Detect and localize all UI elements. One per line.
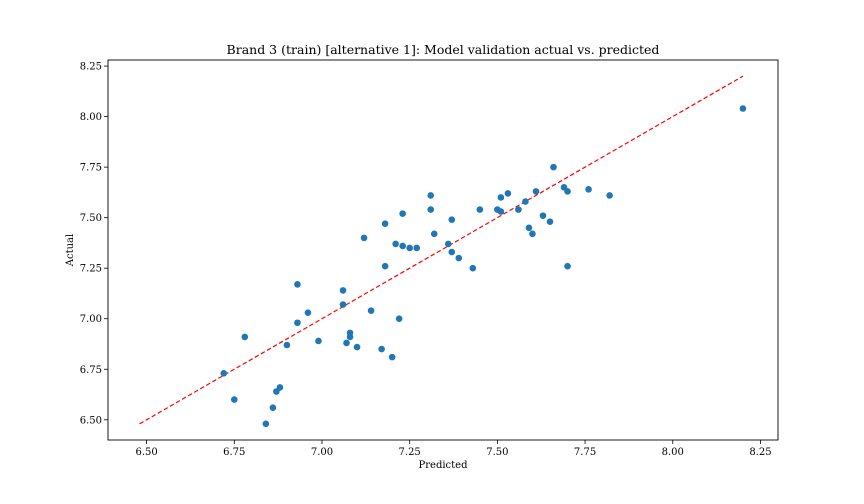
data-point [304,309,312,316]
reference-line [139,75,744,425]
data-point [525,224,533,232]
x-axis-label: Predicted [419,460,469,471]
data-point [399,242,406,250]
data-point [606,192,613,199]
y-tick-label: 7.75 [80,163,102,174]
y-tick-label: 6.50 [80,415,102,426]
data-point [564,188,571,195]
plot-area-frame [107,59,779,441]
data-point [241,333,249,341]
data-point [360,234,368,242]
data-point [497,194,505,201]
data-point [413,244,420,252]
data-point [381,220,389,228]
data-point [294,319,301,327]
x-tick-label: 6.50 [135,447,157,458]
y-tick-label: 8.00 [80,112,102,123]
data-point [476,206,484,213]
y-tick-label: 8.25 [80,62,102,73]
data-point [283,341,291,349]
data-point [339,287,347,294]
data-point [564,262,571,270]
data-point [406,244,413,252]
x-tick-label: 7.25 [399,447,421,458]
data-point [262,420,270,428]
data-point [469,264,477,272]
data-point [497,208,505,215]
data-point [230,396,238,403]
data-point [392,240,399,248]
data-point [427,206,435,213]
data-point [444,240,452,248]
data-point [504,190,512,197]
data-point [739,105,747,112]
data-point [315,337,322,345]
data-point [550,163,557,171]
data-point [269,404,277,411]
data-point [220,369,228,377]
axis-ticks-layer: 6.50 6.75 7.00 7.25 7.50 7.75 8.00 8.25 6.50 6.75… [80,62,772,458]
data-point [346,329,354,337]
data-point [378,345,385,353]
y-tick-label: 7.00 [80,314,102,325]
data-point [381,262,389,270]
scatter-points-layer [220,105,747,428]
data-point [529,230,536,238]
data-point [427,192,435,199]
y-axis-label: Actual [65,234,76,267]
data-point [515,206,522,213]
reference-line-layer [139,75,744,425]
x-tick-label: 6.75 [223,447,245,458]
data-point [388,353,396,361]
data-point [395,315,403,323]
x-tick-label: 8.00 [662,447,684,458]
data-point [546,218,554,226]
chart-title: Brand 3 (train) [alternative 1]: Model v… [227,42,660,57]
data-point [367,307,375,314]
data-point [430,230,438,238]
data-point [532,188,540,195]
y-tick-label: 6.75 [80,365,102,376]
data-point [276,384,284,391]
data-point [455,254,463,262]
x-tick-label: 7.50 [486,447,508,458]
data-point [448,216,456,223]
x-tick-label: 8.25 [749,447,771,458]
data-point [448,248,456,256]
data-point [522,198,529,205]
data-point [343,339,350,347]
data-point [399,210,406,217]
data-point [339,301,347,308]
x-tick-label: 7.75 [574,447,596,458]
data-point [585,186,592,193]
y-tick-label: 7.25 [80,264,102,275]
y-tick-label: 7.50 [80,213,102,224]
x-tick-label: 7.00 [311,447,333,458]
data-point [353,343,361,351]
data-point [294,281,301,288]
data-point [539,212,547,219]
